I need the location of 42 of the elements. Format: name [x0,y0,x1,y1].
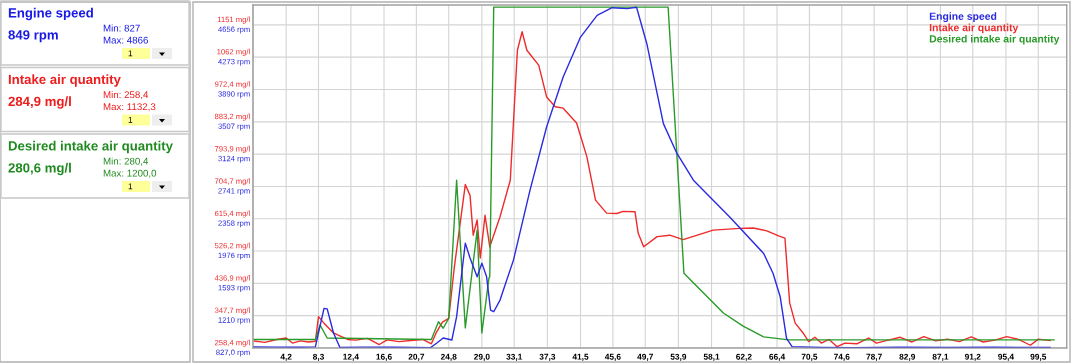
x-tick-label: 66,4 [769,353,786,361]
x-tick-label: 58,1 [703,353,720,361]
text: 280,6 mg/l [8,162,71,176]
text: Intake air quantity [8,74,121,87]
x-tick-label: 91,2 [964,353,981,361]
text: 284,9 mg/l [8,96,71,109]
x-tick-label: 8,3 [312,353,324,361]
x-tick-label: 4,2 [280,353,292,361]
x-tick-label: 74,6 [834,353,850,361]
x-tick-label: 70,5 [801,353,818,361]
text: Min: 280,4 [103,157,149,166]
x-tick-label: 49,7 [637,353,653,361]
text: 1 [128,50,133,57]
x-tick-label: 24,8 [440,353,457,361]
text: Max: 1132,3 [103,103,156,112]
text: Intake air quantity [929,23,1019,34]
text: 1 [128,116,133,123]
x-tick-label: 95,4 [998,353,1014,361]
text: Max: 1200,0 [103,169,157,178]
x-tick-label: 78,7 [866,353,882,361]
x-tick-label: 12,4 [343,353,359,361]
x-tick-label: 62,2 [736,353,752,361]
x-tick-label: 16,6 [376,353,392,361]
text: Max: 4866 [103,36,148,44]
x-tick-label: 99,5 [1030,353,1047,361]
x-tick-label: 37,3 [539,353,556,361]
x-tick-label: 29,0 [474,353,490,361]
x-tick-label: 53,9 [670,353,687,361]
text: Engine speed [8,7,93,21]
text: 1 [128,183,133,190]
text: Engine speed [929,12,997,23]
text: 849 rpm [8,30,58,43]
x-tick-label: 20,7 [408,353,425,361]
text: Min: 258,4 [103,90,149,100]
x-tick-label: 82,9 [899,353,916,361]
x-tick-label: 87,1 [932,353,949,361]
text: Min: 827 [103,24,140,32]
x-tick-label: 33,1 [506,353,523,361]
x-tick-label: 45,6 [604,353,621,361]
text: Desired intake air quantity [929,34,1060,45]
text: Desired intake air quantity [8,140,173,154]
x-tick-label: 41,5 [572,353,589,361]
